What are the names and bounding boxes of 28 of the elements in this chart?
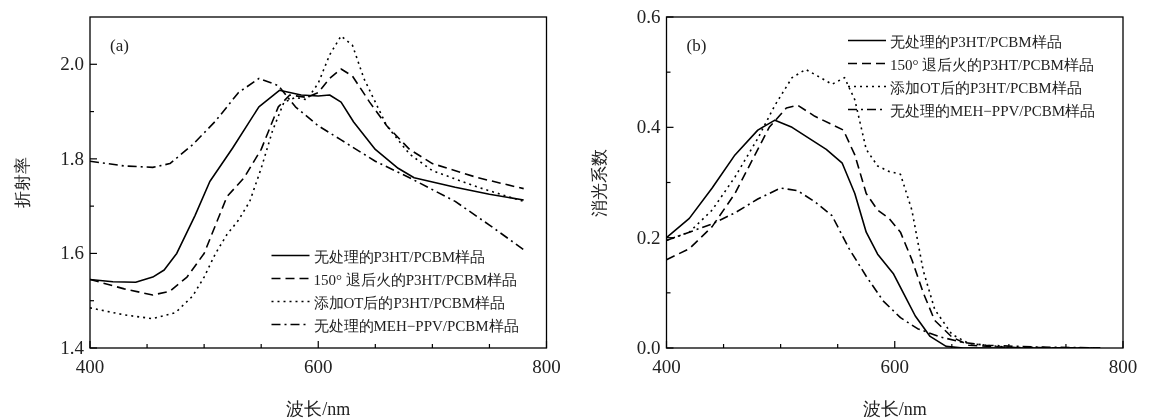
legend-label: 无处理的MEH−PPV/PCBM样品 [890, 102, 1096, 119]
x-tick-label: 600 [880, 356, 909, 377]
legend-label: 150° 退后火的P3HT/PCBM样品 [890, 56, 1094, 73]
y-tick-label: 2.0 [60, 53, 84, 75]
annotation: (a) [110, 36, 129, 55]
legend-label: 无处理的MEH−PPV/PCBM样品 [313, 317, 519, 334]
x-axis-title: 波长/nm [286, 399, 351, 419]
y-axis-title: 消光系数 [589, 148, 609, 217]
y-tick-label: 0.2 [636, 226, 661, 248]
legend-label: 150° 退后火的P3HT/PCBM样品 [313, 271, 518, 288]
annotation: (b) [686, 36, 707, 55]
y-tick-label: 0.6 [636, 6, 661, 27]
x-tick-label: 400 [652, 356, 681, 377]
x-axis-title: 波长/nm [862, 399, 927, 419]
x-tick-label: 400 [75, 356, 105, 377]
y-tick-label: 1.6 [60, 242, 84, 264]
legend-label: 无处理的P3HT/PCBM样品 [313, 248, 486, 265]
legend-label: 添加OT后的P3HT/PCBM样品 [313, 294, 506, 311]
legend-label: 无处理的P3HT/PCBM样品 [890, 33, 1062, 50]
y-tick-label: 1.8 [60, 147, 84, 169]
y-axis-title: 折射率 [13, 157, 32, 208]
y-tick-label: 0.0 [636, 337, 661, 358]
x-tick-label: 800 [1108, 356, 1138, 377]
x-tick-label: 800 [532, 356, 561, 377]
x-tick-label: 600 [304, 356, 333, 377]
legend-label: 添加OT后的P3HT/PCBM样品 [890, 79, 1082, 96]
y-tick-label: 0.4 [636, 116, 661, 138]
y-tick-label: 1.4 [60, 337, 85, 358]
